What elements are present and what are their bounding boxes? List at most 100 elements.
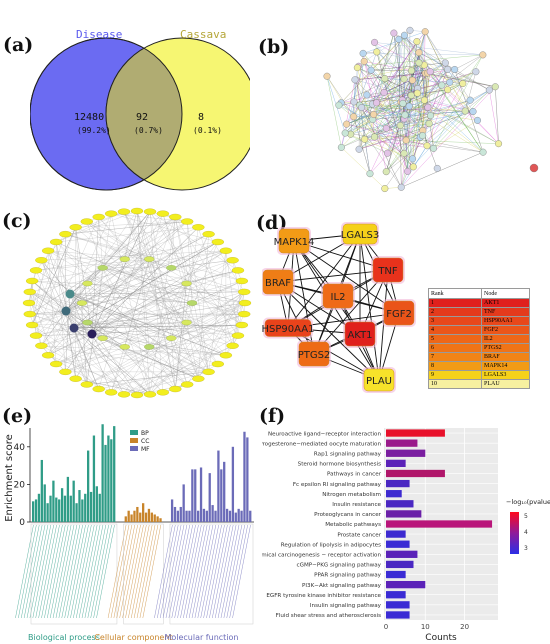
bar-cc	[150, 512, 153, 522]
bar-bp	[63, 495, 67, 522]
network-edge	[56, 241, 188, 385]
bar-cc	[159, 518, 162, 522]
category-tick-label	[87, 524, 107, 619]
category-tick-label	[49, 524, 69, 619]
network-edge	[430, 71, 496, 87]
network-edge	[32, 280, 176, 390]
network-node	[424, 103, 432, 111]
category-tick-label	[15, 524, 34, 619]
network-edge	[187, 291, 245, 385]
network-edge	[371, 62, 446, 71]
network-node	[367, 66, 375, 74]
network-edge	[31, 234, 66, 326]
network-node	[421, 28, 429, 36]
bar-bp	[43, 484, 46, 522]
category-tick-label	[18, 524, 37, 619]
network-edge	[162, 213, 187, 284]
bar-cc	[136, 506, 139, 522]
network-edge	[35, 227, 76, 336]
network-node	[92, 213, 105, 221]
bar-bp	[58, 499, 61, 522]
network-edge	[65, 258, 125, 312]
network-node	[156, 210, 169, 217]
network-edge	[47, 250, 75, 329]
network-edge	[383, 35, 405, 93]
network-edge	[338, 104, 387, 129]
bar-bp	[87, 450, 90, 522]
network-node	[35, 257, 48, 264]
colorbar-tick-label: 5	[524, 513, 528, 520]
network-edge	[462, 54, 484, 84]
hub-gene-network: MAPK14 LGALS3 TNF BRAF IL2 FGF2 HSP90AA1 AKT1 PT…	[262, 222, 416, 393]
network-node	[92, 385, 105, 393]
bar-bp	[72, 480, 75, 522]
network-edge	[422, 73, 426, 136]
network-node	[144, 344, 155, 350]
network-node	[413, 38, 421, 46]
category-tick-label	[185, 524, 205, 619]
network-edge	[353, 101, 408, 172]
rank-table-row: 9 LGALS3	[428, 370, 530, 380]
network-edge	[149, 211, 239, 336]
kegg-bar-chart: Neuroactive ligand−receptor interaction P…	[262, 428, 550, 643]
network-edge	[91, 324, 242, 335]
network-edge	[29, 267, 103, 315]
network-edge	[386, 86, 496, 172]
network-edge	[28, 270, 37, 304]
network-edge	[422, 62, 446, 131]
category-tick-label	[64, 524, 83, 619]
bar-mf	[197, 510, 200, 522]
bar-mf	[194, 469, 197, 522]
network-edge	[91, 333, 125, 395]
rank-cell: 5	[428, 334, 482, 344]
network-node	[404, 167, 412, 175]
network-node	[117, 208, 131, 215]
network-edge	[369, 89, 448, 174]
network-edge	[48, 355, 151, 395]
rank-cell: 8	[428, 361, 482, 371]
network-edge	[411, 95, 484, 153]
network-edge	[359, 130, 423, 150]
kegg-category-label: Progesterone−mediated oocyte maturation	[262, 441, 381, 447]
category-tick-label	[142, 524, 162, 619]
network-node	[181, 280, 192, 287]
network-edge	[149, 313, 245, 348]
network-node	[169, 385, 182, 393]
network-node	[117, 391, 131, 398]
network-edge	[208, 250, 227, 372]
network-edge	[372, 103, 430, 124]
bar-cc	[144, 512, 148, 522]
rank-table-row: 10 PLAU	[428, 379, 530, 389]
network-edge	[65, 346, 125, 373]
gene-label-akt1: AKT1	[347, 330, 372, 341]
category-group-box	[169, 523, 254, 625]
category-tick-label	[35, 524, 54, 619]
network-node	[341, 129, 349, 137]
colorbar-tick-label: 3	[524, 545, 528, 552]
network-node	[181, 381, 194, 388]
bar-cc	[127, 510, 130, 522]
network-edge	[384, 78, 499, 144]
network-edge	[69, 293, 188, 385]
gene-label-lgals3: LGALS3	[341, 230, 379, 241]
network-edge	[386, 123, 430, 129]
network-node	[479, 148, 487, 156]
bar-mf	[234, 512, 237, 522]
network-node	[401, 111, 409, 119]
network-edge	[29, 291, 233, 346]
network-node	[473, 116, 481, 124]
network-node	[423, 142, 431, 150]
network-edge	[401, 86, 496, 188]
kegg-category-label: Steroid hormone biosynthesis	[298, 462, 381, 468]
legend-label: MF	[141, 446, 150, 453]
kegg-bar	[386, 560, 414, 569]
bar-bp	[110, 439, 113, 522]
network-edge	[91, 333, 226, 356]
kegg-bar	[386, 550, 418, 558]
network-node	[82, 280, 93, 287]
bar-bp	[46, 503, 49, 522]
panel-label-f: (f)	[259, 405, 286, 427]
category-tick-label	[194, 524, 214, 619]
network-node	[23, 288, 36, 296]
